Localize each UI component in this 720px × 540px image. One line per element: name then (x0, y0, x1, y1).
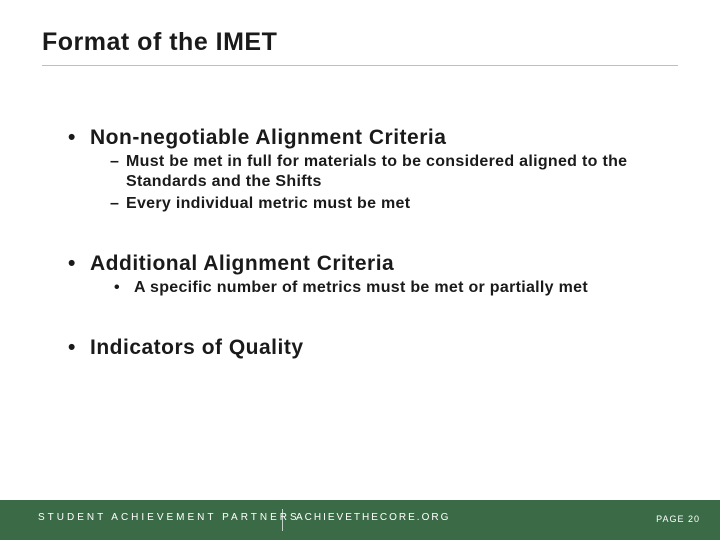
sub-bullet: – Every individual metric must be met (110, 194, 668, 214)
page-number: PAGE 20 (656, 514, 700, 524)
sub-bullet: – Must be met in full for materials to b… (110, 152, 668, 192)
footer-bar: STUDENT ACHIEVEMENT PARTNERS ACHIEVETHEC… (0, 500, 720, 540)
disc-bullet-icon: • (68, 336, 76, 360)
sub-bullet-text: Must be met in full for materials to be … (126, 153, 627, 190)
slide-title: Format of the IMET (42, 28, 678, 66)
disc-bullet-icon: • (68, 126, 76, 150)
bullet-heading: Non-negotiable Alignment Criteria (90, 126, 446, 149)
bullet-additional: • Additional Alignment Criteria (68, 252, 668, 276)
spacer (68, 300, 668, 330)
footer-org-right: ACHIEVETHECORE.ORG (296, 512, 450, 523)
disc-bullet-icon: • (68, 252, 76, 276)
dot-bullet-icon: • (114, 278, 120, 298)
footer-divider-icon (282, 509, 283, 531)
slide-body: • Non-negotiable Alignment Criteria – Mu… (68, 120, 668, 362)
sub-bullet: • A specific number of metrics must be m… (110, 278, 668, 298)
bullet-non-negotiable: • Non-negotiable Alignment Criteria (68, 126, 668, 150)
bullet-indicators: • Indicators of Quality (68, 336, 668, 360)
sub-bullet-text: Every individual metric must be met (126, 195, 410, 212)
spacer (68, 216, 668, 246)
footer-org-left: STUDENT ACHIEVEMENT PARTNERS (38, 512, 300, 523)
bullet-heading: Indicators of Quality (90, 336, 304, 359)
bullet-heading: Additional Alignment Criteria (90, 252, 394, 275)
dash-bullet-icon: – (110, 152, 119, 172)
slide: Format of the IMET • Non-negotiable Alig… (0, 0, 720, 540)
dash-bullet-icon: – (110, 194, 119, 214)
sub-bullet-text: A specific number of metrics must be met… (134, 279, 588, 296)
